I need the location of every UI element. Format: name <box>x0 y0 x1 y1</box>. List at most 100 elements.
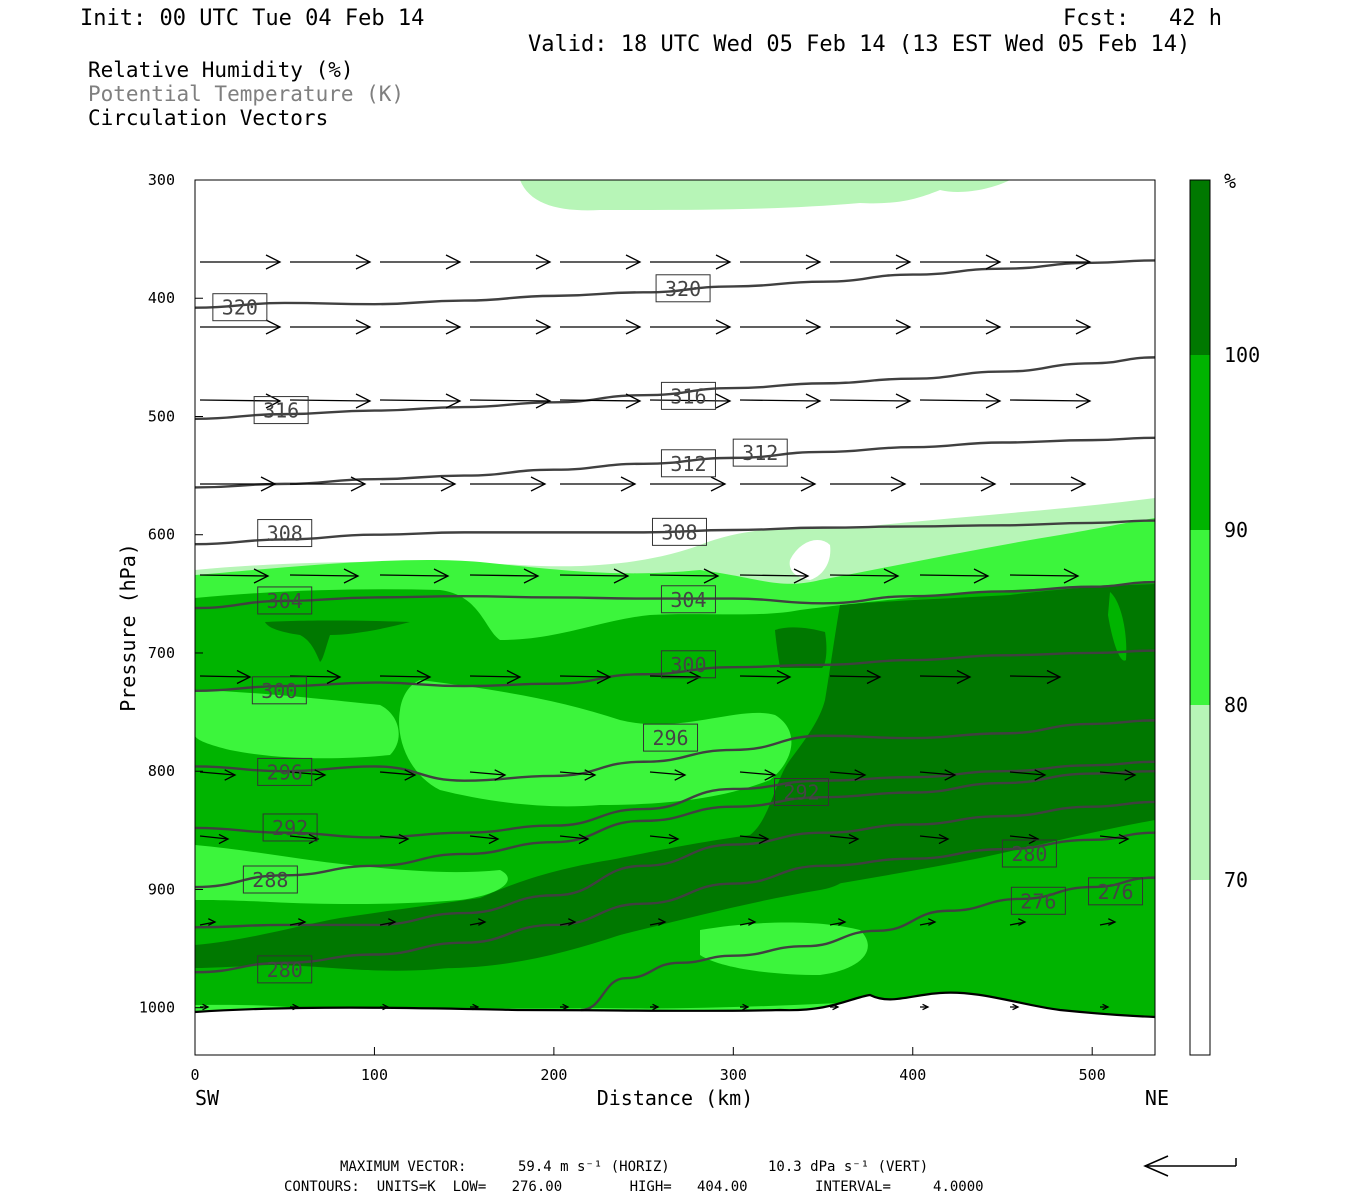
vector-shaft <box>559 835 589 840</box>
theta-contour-284 <box>195 800 1155 929</box>
reference-vector-arrow <box>1143 1155 1237 1177</box>
vector-head <box>674 769 687 781</box>
vector-shaft <box>1009 675 1061 678</box>
vector-shaft <box>379 399 461 402</box>
theta-label-box <box>660 381 716 410</box>
axes-layer: 0 100 200 300 400 500 300 400 500 600 700 800 900 100… <box>116 171 1169 1110</box>
y-tick-label: 600 <box>148 526 175 544</box>
vector-head <box>488 833 500 845</box>
vector-shaft <box>649 835 679 840</box>
colorbar-segment <box>1190 180 1210 355</box>
valid-time: Valid: 18 UTC Wed 05 Feb 14 (13 EST Wed … <box>528 32 1191 57</box>
theta-contour-300 <box>195 649 1155 693</box>
vector-head <box>562 1003 570 1011</box>
vector-shaft <box>469 399 551 402</box>
vector-shaft <box>1009 771 1046 776</box>
vector-shaft <box>919 771 956 776</box>
y-tick-label: 900 <box>148 880 175 898</box>
vector-head <box>776 669 792 685</box>
rh-90-notch-right <box>1108 592 1127 661</box>
vector-shaft <box>379 835 409 840</box>
vector-shaft <box>1009 574 1079 577</box>
theta-label-276: 276 <box>1097 880 1133 904</box>
vector-shaft <box>1009 921 1026 926</box>
vector-shaft <box>829 835 859 840</box>
vector-shaft <box>469 771 506 776</box>
vector-shaft <box>379 675 431 678</box>
x-tick-label: 200 <box>540 1066 567 1084</box>
vector-head <box>944 769 957 781</box>
theta-label-300: 300 <box>670 653 706 677</box>
vector-head <box>922 1003 930 1011</box>
vector-shaft <box>829 921 846 926</box>
vector-shaft <box>199 574 269 577</box>
vector-head <box>1108 918 1117 926</box>
vector-head <box>715 319 732 335</box>
theta-label-box <box>732 438 788 467</box>
theta-label-296: 296 <box>652 726 688 750</box>
vector-head <box>530 476 547 492</box>
legend-rh: Relative Humidity (%) <box>88 58 354 82</box>
vector-head <box>652 1003 660 1011</box>
theta-label-box <box>212 293 268 322</box>
vector-head <box>523 568 540 584</box>
theta-label-box <box>1001 839 1057 868</box>
vector-head <box>308 833 320 845</box>
theta-label-box <box>257 586 313 615</box>
theta-label-box <box>660 650 716 679</box>
vector-shaft <box>649 771 686 776</box>
theta-contour-308 <box>195 519 1155 546</box>
max-vector-horiz: 59.4 m s⁻¹ (HORIZ) <box>518 1159 670 1175</box>
x-tick-label: 0 <box>190 1066 199 1084</box>
vector-shaft <box>289 574 359 577</box>
theta-label-box <box>253 396 309 425</box>
vector-shaft <box>919 921 936 926</box>
vector-shaft <box>289 921 306 926</box>
vector-head <box>895 254 912 270</box>
plot-frame <box>194 179 1156 1056</box>
vector-head <box>1063 568 1080 584</box>
vector-head <box>445 393 462 409</box>
theta-label-box <box>257 955 313 984</box>
vector-head <box>445 254 462 270</box>
vector-shaft <box>559 771 596 776</box>
vector-shaft <box>289 835 319 840</box>
vector-shaft <box>379 771 416 776</box>
rh-100-upper-left <box>265 620 410 662</box>
vector-head <box>506 669 522 685</box>
vector-shaft <box>829 574 899 577</box>
vector-head <box>314 769 327 781</box>
vector-head <box>596 669 612 685</box>
theta-label-308: 308 <box>661 520 697 544</box>
vector-head <box>620 476 637 492</box>
vector-shaft <box>289 771 326 776</box>
vector-head <box>1124 769 1137 781</box>
vector-head <box>703 568 720 584</box>
vector-head <box>1046 669 1062 685</box>
vector-head <box>956 669 972 685</box>
vector-head <box>404 769 417 781</box>
theta-label-box <box>262 813 318 842</box>
rh-100-region <box>195 584 1155 971</box>
theta-label-276: 276 <box>1020 889 1056 913</box>
vector-head <box>355 319 372 335</box>
vector-shaft <box>739 771 776 776</box>
vector-head <box>265 254 282 270</box>
colorbar-level-100: 100 <box>1224 343 1260 367</box>
vector-head <box>1075 319 1092 335</box>
x-tick-label: 300 <box>720 1066 747 1084</box>
y-tick-label: 1000 <box>139 999 175 1017</box>
vector-head <box>398 833 410 845</box>
theta-contour-288 <box>195 770 1155 889</box>
theta-label-288: 288 <box>252 868 288 892</box>
theta-label-box <box>655 274 711 303</box>
vector-head <box>710 476 727 492</box>
vector-head <box>985 393 1002 409</box>
vector-head <box>535 254 552 270</box>
theta-label-312: 312 <box>742 441 778 465</box>
colorbar-frame <box>1189 179 1211 1056</box>
vector-head <box>686 669 702 685</box>
vector-head <box>895 393 912 409</box>
colorbar-unit: % <box>1224 169 1236 193</box>
vector-shaft <box>469 921 486 926</box>
